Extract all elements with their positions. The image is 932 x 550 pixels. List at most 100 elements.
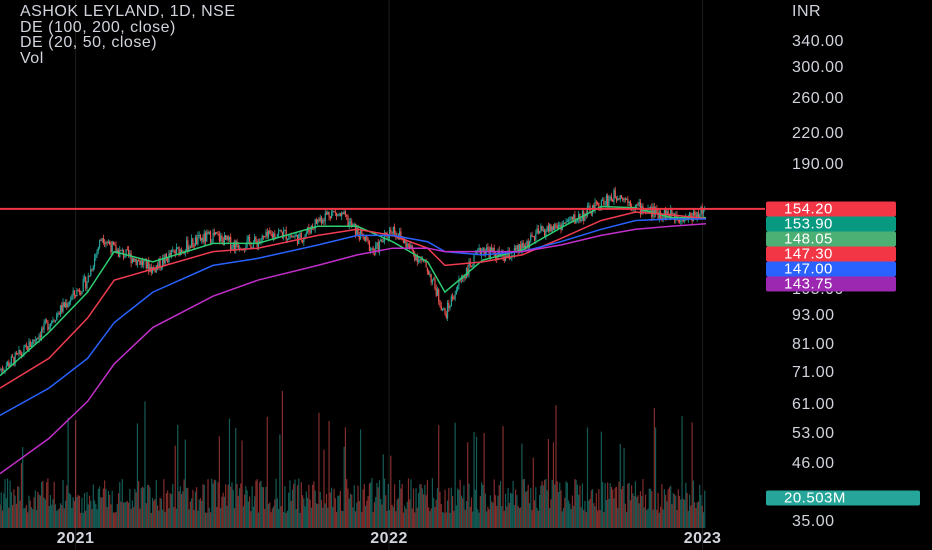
candle-body (480, 251, 483, 256)
candle-body (484, 251, 486, 255)
volume-bar (492, 502, 494, 528)
volume-bar (164, 512, 166, 528)
ema-100-line[interactable] (0, 218, 706, 417)
volume-bar (178, 491, 180, 528)
volume-bar (623, 448, 625, 528)
volume-bar (535, 487, 537, 528)
candle-body (90, 269, 92, 277)
candle-body (172, 250, 174, 252)
currency-label[interactable]: INR (792, 3, 822, 20)
candle-body (489, 247, 492, 258)
candle-body (212, 232, 214, 242)
candle-body (107, 241, 110, 243)
candle-body (382, 241, 384, 243)
candle-body (566, 220, 568, 222)
volume-bar (323, 449, 325, 528)
volume-bar (102, 488, 104, 528)
candle-body (71, 295, 73, 300)
symbol-title[interactable]: ASHOK LEYLAND, 1D, NSE (20, 3, 236, 20)
candle-body (14, 352, 16, 365)
candle-body (170, 250, 173, 256)
candle-body (394, 226, 396, 233)
volume-bar (665, 494, 667, 528)
volume-bar (646, 510, 648, 528)
price-badge: 147.30 (766, 246, 896, 262)
volume-bar (272, 506, 275, 528)
volume-bar (160, 498, 162, 528)
candle-body (199, 234, 202, 241)
candle-body (612, 199, 614, 202)
candle-body (249, 236, 251, 243)
candle-body (247, 236, 249, 240)
volume-bar (149, 487, 151, 528)
candle-body (81, 291, 83, 294)
volume-bar (554, 484, 556, 528)
volume-bar (339, 490, 341, 528)
volume-bar (116, 504, 118, 528)
candle-body (390, 229, 392, 233)
volume-bar (603, 512, 605, 528)
volume-label[interactable]: Vol (20, 49, 44, 67)
y-tick-label: 300.00 (792, 59, 844, 77)
candle-body (120, 249, 122, 251)
volume-bar (416, 507, 418, 528)
volume-bar (29, 500, 31, 528)
candle-body (368, 240, 370, 251)
volume-bar (97, 488, 99, 528)
volume-bar (546, 490, 548, 528)
indicator-label-1[interactable]: DE (100, 200, close) (20, 18, 176, 36)
candle-body (436, 289, 439, 296)
candle-body (42, 328, 44, 330)
volume-bar (199, 498, 202, 528)
candle-body (46, 320, 48, 322)
volume-bar (668, 487, 671, 528)
candle-body (463, 276, 465, 279)
candle-body (322, 220, 324, 223)
candle-body (52, 320, 54, 322)
candle-body (305, 232, 307, 235)
candle-body (126, 249, 128, 251)
volume-bar (479, 495, 481, 528)
candle-body (405, 239, 407, 248)
volume-bar (351, 494, 353, 528)
ema-200-line[interactable] (0, 222, 707, 475)
candle-body (102, 237, 104, 244)
indicator-label-2[interactable]: DE (20, 50, close) (20, 34, 158, 51)
candle-body (363, 237, 365, 241)
candle-body (58, 313, 60, 315)
volume-bar (34, 490, 36, 528)
candle-body (527, 241, 529, 248)
volume-bar (334, 498, 336, 528)
volume-bar (265, 486, 267, 528)
volume-bar (670, 485, 672, 528)
candle-body (625, 198, 628, 200)
volume-bar (10, 491, 12, 528)
candle-body (578, 213, 580, 220)
candle-body (85, 277, 87, 289)
volume-bar (409, 499, 411, 528)
ema-20-line[interactable] (0, 205, 706, 377)
volume-bar (464, 509, 466, 528)
volume-bar (255, 480, 257, 528)
volume-bar (38, 494, 40, 528)
volume-bar (391, 504, 393, 528)
volume-bar (192, 490, 194, 528)
candle-body (419, 259, 421, 261)
volume-bar (376, 483, 378, 528)
candle-body (574, 214, 576, 224)
volume-bar (59, 503, 62, 528)
volume-bar (46, 482, 48, 528)
candle-body (334, 211, 336, 213)
candle-body (600, 200, 602, 211)
candle-body (96, 251, 98, 255)
candle-body (521, 242, 523, 253)
y-tick-label: 220.00 (792, 124, 844, 142)
volume-bar (426, 479, 428, 528)
candle-body (35, 338, 38, 341)
price-badge: 154.20 (766, 201, 896, 217)
volume-bar (125, 501, 127, 528)
ema-50-line[interactable] (0, 211, 707, 389)
volume-bar (648, 488, 650, 528)
